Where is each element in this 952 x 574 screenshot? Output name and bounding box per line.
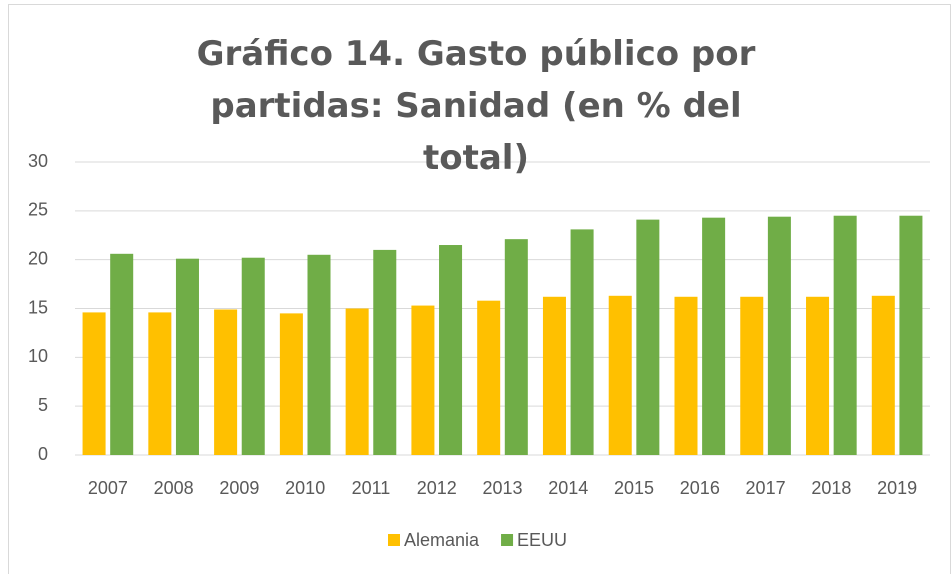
bar [833, 215, 857, 455]
bar [767, 216, 791, 455]
bar [608, 295, 632, 455]
legend-label: EEUU [517, 530, 567, 550]
bar [899, 215, 923, 455]
bar [542, 296, 566, 455]
x-tick-label: 2018 [811, 478, 851, 498]
chart-title: Gráfico 14. Gasto público por partidas: … [196, 34, 756, 178]
legend-label: Alemania [404, 530, 480, 550]
x-tick-label: 2010 [285, 478, 325, 498]
bar [871, 295, 895, 455]
bar [477, 300, 501, 455]
bar [110, 253, 134, 455]
x-tick-label: 2015 [614, 478, 654, 498]
x-tick-label: 2008 [154, 478, 194, 498]
legend-swatch [388, 534, 400, 546]
bar [373, 249, 397, 455]
bar [175, 258, 199, 455]
y-tick-label: 5 [38, 395, 48, 415]
bar [504, 239, 528, 455]
x-tick-label: 2011 [352, 478, 391, 498]
bar [674, 296, 698, 455]
bar [148, 312, 172, 455]
bar [411, 305, 435, 455]
bar [307, 254, 331, 455]
x-tick-label: 2013 [482, 478, 522, 498]
y-tick-label: 0 [38, 444, 48, 464]
y-tick-label: 10 [28, 346, 48, 366]
x-tick-label: 2007 [88, 478, 128, 498]
x-tick-label: 2009 [219, 478, 259, 498]
chart-border [8, 4, 951, 574]
y-tick-label: 15 [28, 297, 48, 317]
x-tick-label: 2014 [548, 478, 588, 498]
bar [570, 229, 594, 455]
bar [345, 308, 369, 455]
bar [636, 219, 660, 455]
bar [82, 312, 106, 455]
bar [702, 217, 726, 455]
x-tick-label: 2016 [680, 478, 720, 498]
x-tick-label: 2017 [746, 478, 786, 498]
x-tick-label: 2012 [417, 478, 457, 498]
title-box: Gráfico 14. Gasto público por partidas: … [0, 28, 952, 184]
bar [214, 309, 238, 455]
y-tick-label: 20 [28, 248, 48, 268]
y-tick-label: 30 [28, 151, 48, 171]
bar [740, 296, 764, 455]
bar [806, 296, 830, 455]
legend-swatch [501, 534, 514, 546]
bar [279, 313, 303, 455]
bar [439, 245, 463, 455]
x-tick-label: 2019 [877, 478, 917, 498]
bar [241, 257, 265, 455]
y-tick-label: 25 [28, 200, 48, 220]
